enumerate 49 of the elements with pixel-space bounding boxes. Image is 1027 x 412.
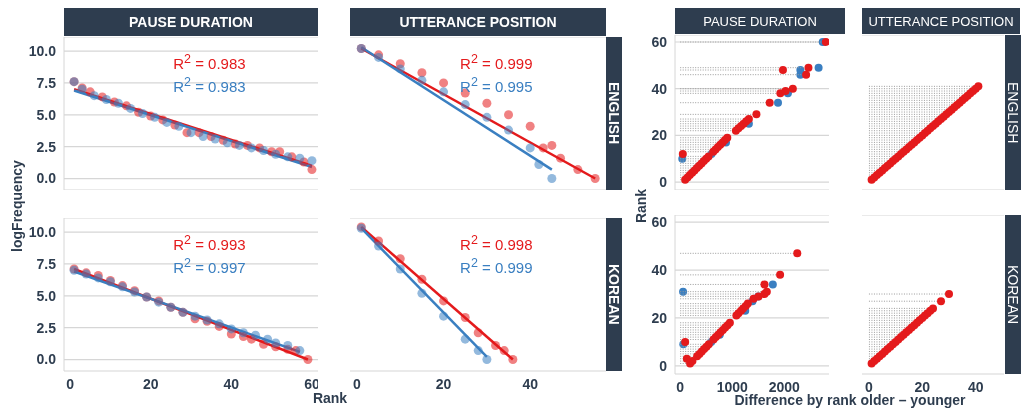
x-tick-label: 40 (223, 375, 240, 392)
y-tick-label: 5.0 (36, 287, 57, 304)
annotation: R$^{2}$ = 0.998 (460, 232, 533, 254)
y-axis-title: Rank (633, 188, 649, 224)
y-tick-label: 20 (651, 309, 668, 326)
x-tick-label: 20 (142, 375, 159, 392)
annotation: R$^{2}$ = 0.999 (460, 255, 533, 277)
chart-title: PAUSE DURATION (675, 8, 845, 34)
chart-title: PAUSE DURATION (64, 8, 318, 36)
y-tick-label: 0.0 (36, 170, 57, 187)
annotation: R$^{2}$ = 0.999 (460, 51, 533, 73)
y-tick-label: 10.0 (28, 223, 57, 240)
y-tick-label: 60 (651, 33, 668, 50)
text: ENGLISH (1005, 81, 1021, 144)
x-axis-title: Difference by rank older – younger (734, 392, 966, 408)
y-tick-label: 40 (651, 262, 668, 279)
text: KOREAN (606, 264, 622, 325)
text: KOREAN (1005, 264, 1021, 325)
x-tick-label: 20 (435, 375, 452, 392)
y-tick-label: 0 (659, 357, 668, 374)
x-tick-label: 0 (865, 378, 874, 395)
y-tick-label: 2.5 (36, 319, 57, 336)
y-tick-label: 0 (659, 174, 668, 191)
y-tick-label: 2.5 (36, 138, 57, 155)
y-axis-title: logFrequency (9, 160, 25, 252)
x-tick-label: 0 (66, 375, 75, 392)
x-tick-label: 40 (522, 375, 539, 392)
y-tick-label: 7.5 (36, 255, 57, 272)
x-tick-label: 2000 (768, 378, 801, 395)
y-tick-label: 60 (651, 214, 668, 231)
x-tick-label: 20 (914, 378, 931, 395)
annotation: R$^{2}$ = 0.983 (173, 74, 246, 96)
y-tick-label: 7.5 (36, 74, 57, 91)
x-tick-label: 1000 (716, 378, 749, 395)
annotation: R$^{2}$ = 0.983 (173, 51, 246, 73)
y-tick-label: 20 (651, 127, 668, 144)
y-tick-label: 40 (651, 80, 668, 97)
chart-title: UTTERANCE POSITION (350, 8, 606, 36)
x-tick-label: 40 (967, 378, 984, 395)
y-tick-label: 10.0 (28, 42, 57, 59)
text: ENGLISH (606, 82, 622, 145)
chart-title: UTTERANCE POSITION (862, 8, 1020, 34)
x-tick-label: 0 (353, 375, 362, 392)
x-tick-label: 0 (676, 378, 685, 395)
annotation: R$^{2}$ = 0.993 (173, 232, 246, 254)
annotation: R$^{2}$ = 0.997 (173, 255, 246, 277)
x-axis-title: Rank (312, 390, 348, 406)
y-tick-label: 0.0 (36, 351, 57, 368)
y-tick-label: 5.0 (36, 106, 57, 123)
